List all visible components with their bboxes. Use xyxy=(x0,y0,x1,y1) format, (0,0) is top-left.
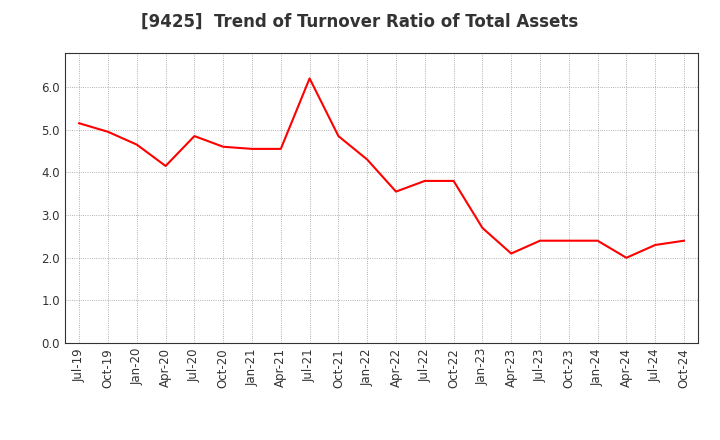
Text: [9425]  Trend of Turnover Ratio of Total Assets: [9425] Trend of Turnover Ratio of Total … xyxy=(141,13,579,31)
